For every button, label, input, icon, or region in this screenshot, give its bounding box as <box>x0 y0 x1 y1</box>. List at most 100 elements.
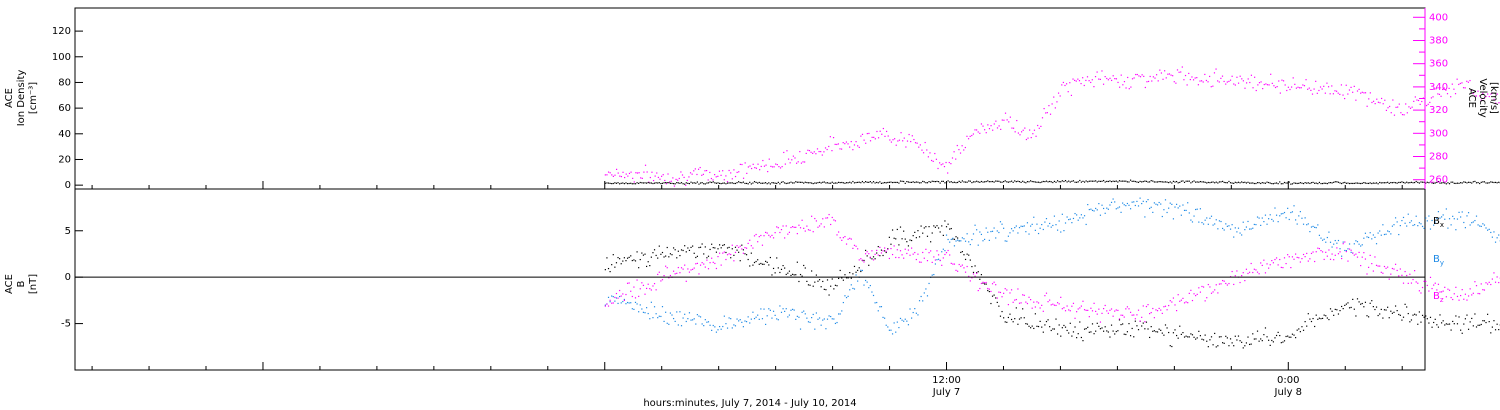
bx-point <box>741 244 743 246</box>
velocity-point <box>783 151 785 154</box>
density-point <box>750 183 752 185</box>
density-point <box>760 182 762 184</box>
velocity-point <box>1099 78 1101 80</box>
bx-point <box>1207 346 1209 348</box>
by-point <box>917 314 919 316</box>
by-point <box>842 301 844 304</box>
bx-point <box>1220 336 1222 338</box>
density-point <box>971 182 973 184</box>
density-point <box>1069 181 1071 183</box>
density-point <box>1433 182 1435 184</box>
by-point <box>1393 224 1395 226</box>
bx-point <box>680 249 683 251</box>
bx-point <box>1304 321 1306 323</box>
by-point <box>1174 206 1176 208</box>
density-point <box>942 180 944 182</box>
velocity-point <box>897 140 899 142</box>
bx-point <box>1187 336 1189 338</box>
bx-point <box>942 234 944 236</box>
density-point <box>1344 181 1346 184</box>
density-point <box>823 181 825 183</box>
bx-point <box>1329 308 1332 310</box>
velocity-point <box>635 172 637 174</box>
by-point <box>1415 215 1417 217</box>
velocity-point <box>1123 81 1126 83</box>
by-point <box>1334 239 1336 242</box>
bx-point <box>1280 342 1282 344</box>
by-point <box>903 320 905 322</box>
density-point <box>777 181 779 183</box>
density-point <box>1233 182 1235 184</box>
density-point <box>1331 182 1333 184</box>
bx-point <box>1022 308 1024 310</box>
bx-point <box>1382 317 1384 319</box>
velocity-point <box>919 144 921 146</box>
by-point <box>1166 211 1168 214</box>
velocity-point <box>898 139 901 141</box>
velocity-point <box>840 148 843 150</box>
density-point <box>1117 181 1119 183</box>
density-point <box>996 180 998 182</box>
density-point <box>650 182 652 184</box>
bx-point <box>1122 323 1124 325</box>
by-point <box>966 233 968 235</box>
density-point <box>1179 181 1181 184</box>
by-point <box>955 240 957 242</box>
by-point <box>701 323 703 325</box>
by-point <box>1122 202 1124 204</box>
by-point <box>1039 227 1041 229</box>
bx-point <box>1461 332 1463 334</box>
velocity-point <box>1360 92 1362 94</box>
velocity-point <box>1228 80 1230 83</box>
density-point <box>828 182 830 184</box>
by-point <box>1017 232 1019 234</box>
bx-point <box>926 235 929 237</box>
density-point <box>998 180 1000 182</box>
velocity-point <box>839 148 841 150</box>
density-point <box>752 182 754 184</box>
bx-point <box>1128 323 1130 325</box>
density-point <box>1498 181 1500 183</box>
by-point <box>1126 202 1129 205</box>
by-point <box>977 244 979 246</box>
bx-point <box>1279 334 1281 337</box>
bx-point <box>796 261 798 263</box>
density-point <box>1353 182 1355 185</box>
bx-point <box>1344 304 1346 306</box>
velocity-point <box>1032 133 1034 135</box>
density-point <box>822 181 824 183</box>
by-point <box>1483 224 1486 226</box>
velocity-point <box>1168 73 1171 75</box>
velocity-point <box>890 141 893 143</box>
velocity-point <box>1151 80 1153 82</box>
density-point <box>1302 182 1305 185</box>
bx-point <box>1068 332 1070 334</box>
density-point <box>1160 181 1162 183</box>
bx-point <box>679 254 681 257</box>
by-point <box>803 310 805 312</box>
bx-point <box>1012 321 1014 323</box>
density-point <box>698 183 700 185</box>
bx-point <box>1074 326 1076 328</box>
density-point <box>1466 182 1468 184</box>
density-point <box>1445 183 1447 185</box>
density-point <box>1480 181 1482 183</box>
by-point <box>1421 225 1424 228</box>
by-point <box>1314 226 1316 228</box>
by-point <box>1250 228 1252 230</box>
velocity-point <box>1178 71 1180 73</box>
by-point <box>879 306 881 308</box>
bx-point <box>1285 335 1287 338</box>
density-point <box>1136 181 1138 183</box>
density-point <box>1175 180 1178 183</box>
velocity-point <box>1445 89 1447 91</box>
by-point <box>1201 221 1203 224</box>
bx-point <box>707 255 710 257</box>
velocity-point <box>1315 80 1317 82</box>
bx-point <box>1066 329 1068 332</box>
by-point <box>1287 207 1289 209</box>
velocity-point <box>1049 113 1052 115</box>
bx-point <box>1364 301 1367 303</box>
density-point <box>696 181 698 183</box>
by-point <box>1233 236 1235 238</box>
